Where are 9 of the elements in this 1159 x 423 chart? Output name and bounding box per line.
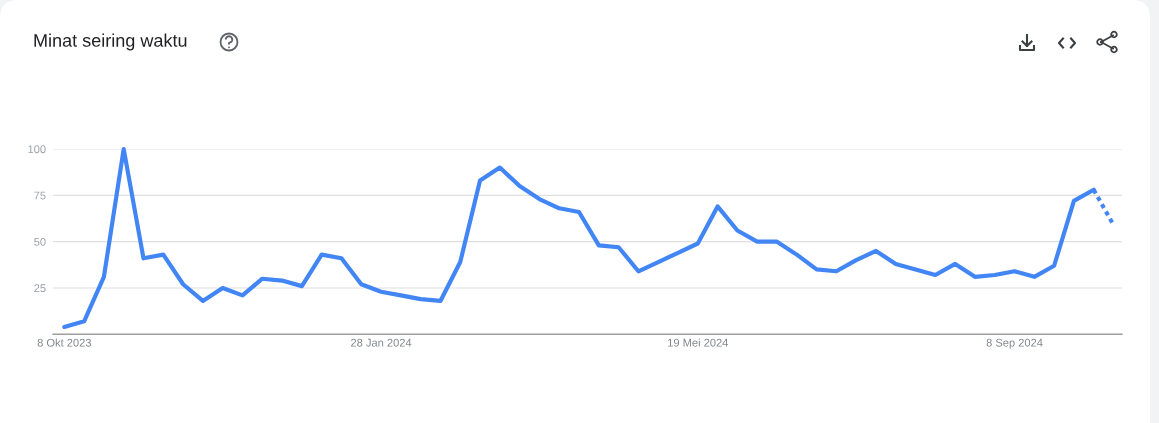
x-tick-label: 19 Mei 2024 (668, 338, 729, 347)
y-tick-label: 50 (34, 237, 46, 246)
y-tick-label: 25 (34, 284, 46, 293)
y-tick-label: 75 (34, 191, 46, 200)
y-tick-label: 100 (28, 145, 46, 154)
x-tick-label: 28 Jan 2024 (351, 338, 412, 347)
chart-title: Minat seiring waktu (34, 33, 187, 51)
x-tick-label: 8 Sep 2024 (986, 338, 1043, 349)
x-tick-label: 8 Okt 2023 (37, 338, 91, 347)
